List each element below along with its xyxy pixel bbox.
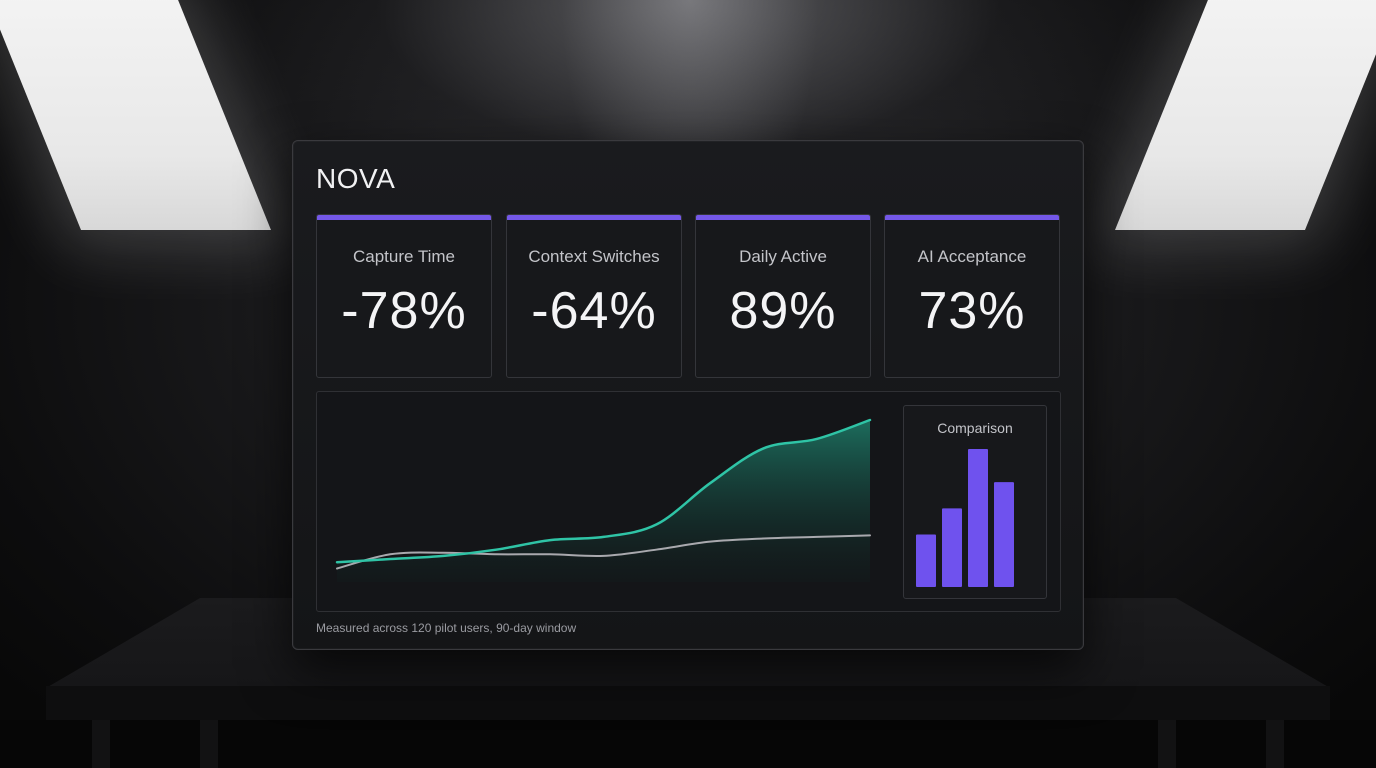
kpi-value: 73%	[918, 282, 1026, 340]
kpi-label: AI Acceptance	[917, 247, 1027, 266]
footnote: Measured across 120 pilot users, 90-day …	[316, 621, 577, 635]
kpi-accent-bar	[696, 215, 870, 220]
comparison-title: Comparison	[937, 420, 1013, 436]
table-leg	[92, 720, 110, 768]
comparison-bar	[994, 482, 1014, 587]
trend-series-line-primary	[335, 418, 872, 564]
table-leg	[1158, 720, 1176, 768]
table-leg	[1266, 720, 1284, 768]
kpi-card-daily-active: Daily Active 89%	[695, 214, 871, 378]
kpi-value: -64%	[531, 282, 657, 340]
kpi-accent-bar	[507, 215, 681, 220]
table-edge	[46, 686, 1330, 720]
trend-series-line-baseline	[336, 534, 871, 570]
dashboard-screen: NOVA Capture Time -78% Context Switches …	[292, 140, 1084, 650]
kpi-value: 89%	[729, 282, 837, 340]
kpi-label: Capture Time	[352, 247, 456, 266]
comparison-bar	[916, 534, 936, 587]
comparison-panel: Comparison	[903, 405, 1047, 599]
kpi-card-ai-acceptance: AI Acceptance 73%	[884, 214, 1060, 378]
kpi-value: -78%	[341, 282, 467, 340]
trend-area-chart	[335, 418, 872, 582]
comparison-bar	[968, 449, 988, 587]
table-leg	[200, 720, 218, 768]
kpi-label: Daily Active	[739, 247, 827, 266]
comparison-bar	[942, 508, 962, 587]
kpi-card-context-switches: Context Switches -64%	[506, 214, 682, 378]
kpi-label: Context Switches	[528, 247, 660, 266]
kpi-card-capture-time: Capture Time -78%	[316, 214, 492, 378]
brand-title: NOVA	[316, 163, 396, 194]
right-softbox-light	[1114, 0, 1376, 230]
left-softbox-light	[0, 0, 272, 230]
table-shadow	[0, 720, 1376, 768]
trend-area-fill	[337, 420, 870, 582]
kpi-accent-bar	[317, 215, 491, 220]
comparison-bar-chart	[916, 449, 1014, 587]
trend-chart-panel: Comparison	[316, 391, 1061, 612]
kpi-accent-bar	[885, 215, 1059, 220]
